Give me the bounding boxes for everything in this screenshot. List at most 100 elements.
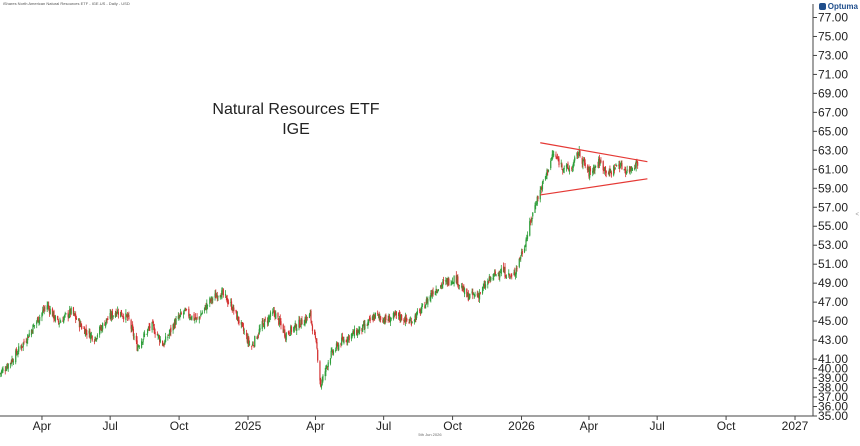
candle-body [2,368,4,371]
candle-body [237,316,239,322]
candle-body [206,304,209,306]
candle-body [530,219,532,222]
candle-body [404,315,406,322]
candle-body [545,174,547,178]
candle-body [499,274,501,278]
candle-body [598,159,600,167]
candle-body [446,278,448,285]
instrument-header: iShares North American Natural Resources… [3,1,130,6]
candle-body [331,349,333,351]
candle-body [230,302,232,303]
candle-body [175,318,177,325]
candle-body [188,308,190,317]
candle-body [356,330,358,335]
candle-body [144,334,146,335]
candle-body [148,326,150,328]
candle-body [341,337,343,346]
candle-body [106,318,108,321]
candle-body [190,318,192,320]
candle-body [565,164,568,168]
candle-body [227,301,229,305]
candle-body [53,310,55,320]
candle-body [520,252,523,256]
candle-body [221,290,224,292]
candle-body [299,319,301,328]
chart-subtitle: IGE [282,121,310,138]
candle-body [631,168,633,171]
candle-body [241,322,243,324]
y-tick-label: 36.00 [818,400,848,414]
y-tick-label: 41.00 [818,352,848,366]
candle-body [246,336,248,343]
candle-body [518,258,520,267]
candle-body [574,157,576,161]
candle-body [414,315,416,322]
candle-body [69,309,71,315]
candle-body [217,296,219,298]
candle-body [321,379,323,385]
candle-body [136,340,138,351]
candle-body [571,169,574,170]
candle-body [468,297,470,300]
candle-body [305,316,308,323]
candle-body [383,320,385,322]
x-tick-label: Apr [580,419,599,433]
candle-body [25,341,27,343]
candle-body [419,309,421,311]
candle-body [135,335,137,342]
candle-body [320,384,323,388]
candle-body [273,310,275,313]
candle-body [473,294,475,296]
candle-body [453,276,455,284]
candle-body [369,317,371,321]
candle-body [78,319,81,328]
candle-body [75,314,77,320]
candle-body [392,313,394,319]
candle-body [592,166,595,172]
candle-body [278,318,280,325]
candle-body [39,317,41,321]
candle-body [194,317,197,320]
candle-body [251,343,254,346]
candle-body [258,329,260,334]
x-tick-label: Jul [102,419,117,433]
candle-body [618,164,620,167]
candle-body [521,251,523,255]
candle-body [153,327,155,334]
candle-body [214,293,216,298]
candle-body [293,325,296,329]
candle-body [245,333,248,336]
collapse-chevron-icon[interactable]: < [855,212,859,218]
candle-body [111,311,113,318]
candle-body [484,284,486,288]
candle-body [254,336,256,347]
candle-body [560,162,562,165]
candle-body [330,350,332,358]
candle-body [93,341,96,342]
x-tick-label: 2027 [782,419,809,433]
candle-body [551,154,553,160]
candle-body [164,336,167,343]
candle-body [263,323,265,327]
candle-body [456,276,458,284]
candle-body [57,316,59,320]
candle-body [442,281,444,286]
candle-body [494,271,496,276]
candle-body [553,154,555,156]
candle-body [149,326,151,329]
candle-body [515,268,517,275]
candle-body [96,338,98,341]
candle-body [504,266,506,277]
candle-body [346,339,348,342]
candle-body [325,365,327,372]
candle-body [593,168,595,172]
candle-body [384,315,386,324]
candle-body [498,274,500,276]
candle-body [607,173,610,175]
candle-body [556,157,559,159]
candle-body [10,361,12,364]
candle-body [300,318,302,326]
candle-body [457,276,459,286]
candle-body [107,319,109,321]
